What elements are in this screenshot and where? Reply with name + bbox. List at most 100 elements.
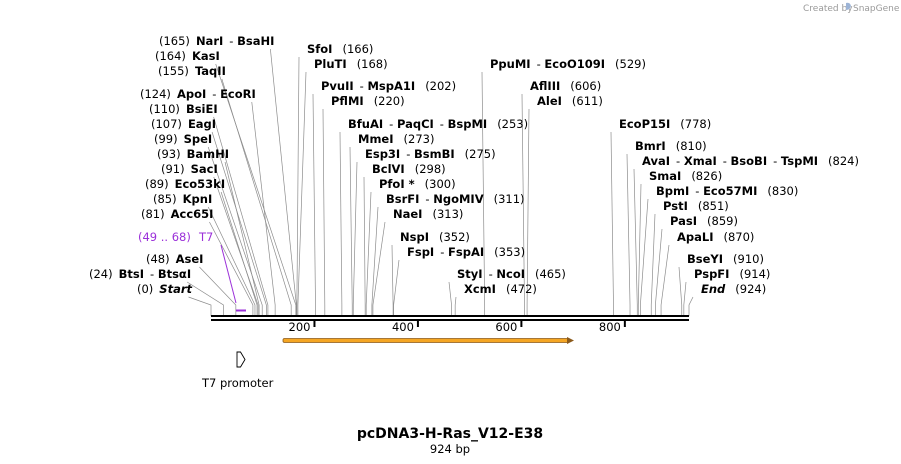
t7-label: T7 xyxy=(198,230,213,244)
site-leader xyxy=(349,146,353,316)
site-position: (124) xyxy=(140,87,171,101)
site-label[interactable]: (93) BamHI xyxy=(157,147,229,161)
enzyme-name: AleI xyxy=(537,94,562,108)
site-label[interactable]: PflMI (220) xyxy=(331,94,405,108)
site-leader xyxy=(207,146,263,316)
enzyme-name: XcmI xyxy=(464,282,496,296)
site-label[interactable]: BclVI (298) xyxy=(372,162,446,176)
site-label[interactable]: (110) BsiEI xyxy=(149,102,218,116)
site-label[interactable]: PluTI (168) xyxy=(314,57,388,71)
site-leader xyxy=(678,266,683,316)
site-label[interactable]: NaeI (313) xyxy=(393,207,463,221)
site-label[interactable]: (107) EagI xyxy=(151,117,216,131)
site-label[interactable]: (91) SacI xyxy=(161,162,218,176)
site-leader xyxy=(521,93,525,316)
enzyme-name: FspI xyxy=(407,245,434,259)
enzyme-name: Start xyxy=(159,282,192,296)
site-label[interactable]: (89) Eco53kI xyxy=(145,177,225,191)
site-label[interactable]: (164) KasI xyxy=(155,49,220,63)
site-label[interactable]: NspI (352) xyxy=(400,230,470,244)
site-label[interactable]: PvuII - MspA1I (202) xyxy=(321,79,456,93)
ruler: 200 400 600 800 xyxy=(289,320,626,334)
site-label[interactable]: SmaI (826) xyxy=(649,169,722,183)
enzyme-name: PspFI xyxy=(694,267,729,281)
site-position: (253) xyxy=(497,117,528,131)
site-label[interactable]: PpuMI - EcoO109I (529) xyxy=(490,57,646,71)
enzyme-name: Acc65I xyxy=(171,207,214,221)
enzyme-name: StyI xyxy=(457,267,483,281)
site-label[interactable]: (124) ApoI - EcoRI xyxy=(140,87,256,101)
site-label[interactable]: BseYI (910) xyxy=(687,252,764,266)
site-position: (298) xyxy=(415,162,446,176)
site-position: (107) xyxy=(151,117,182,131)
site-label[interactable]: (99) SpeI xyxy=(154,132,212,146)
site-label[interactable]: (155) TaqII xyxy=(158,64,226,78)
enzyme-name: SpeI xyxy=(184,132,213,146)
site-label[interactable]: AvaI - XmaI - BsoBI - TspMI (824) xyxy=(642,154,859,168)
site-label[interactable]: End (924) xyxy=(701,282,766,296)
enzyme-name: EcoP15I xyxy=(619,117,670,131)
site-leader xyxy=(637,183,642,316)
site-leader xyxy=(209,221,254,316)
site-label[interactable]: PfoI * (300) xyxy=(379,177,456,191)
site-position: (166) xyxy=(342,42,373,56)
site-label[interactable]: EcoP15I (778) xyxy=(619,117,711,131)
enzyme-name: SacI xyxy=(191,162,218,176)
site-label[interactable]: (0) Start xyxy=(137,282,193,296)
site-label[interactable]: (24) BtsI - BtsαI xyxy=(89,267,191,281)
site-label[interactable]: (81) Acc65I xyxy=(141,207,213,221)
site-position: (155) xyxy=(158,64,189,78)
sequence-title: pcDNA3-H-Ras_V12-E38 xyxy=(357,426,543,442)
site-leader xyxy=(224,161,260,316)
site-position: (313) xyxy=(432,207,463,221)
site-leader xyxy=(372,221,386,316)
site-position: (91) xyxy=(161,162,185,176)
credit-brand: SnapGene xyxy=(853,4,900,14)
site-leader xyxy=(297,71,307,316)
t7-promoter-feature[interactable]: T7 promoter xyxy=(201,351,274,390)
site-label[interactable]: (165) NarI - BsaHI xyxy=(159,34,274,48)
site-label[interactable]: (85) KpnI xyxy=(153,192,212,206)
site-label[interactable]: SfoI (166) xyxy=(307,42,373,56)
site-label[interactable]: AleI (611) xyxy=(537,94,603,108)
site-position: (859) xyxy=(707,214,738,228)
site-label[interactable]: BsrFI - NgoMIV (311) xyxy=(386,192,525,206)
enzyme-name: BclVI xyxy=(372,162,405,176)
site-label[interactable]: BfuAI - PaqCI - BspMI (253) xyxy=(348,117,528,131)
snapgene-logo-icon xyxy=(846,2,851,10)
site-label[interactable]: MmeI (273) xyxy=(358,132,434,146)
ruler-tick-label: 200 xyxy=(289,320,311,334)
site-position: (220) xyxy=(374,94,405,108)
site-leader xyxy=(633,168,638,316)
site-position: (48) xyxy=(146,252,170,266)
site-label[interactable]: BpmI - Eco57MI (830) xyxy=(656,184,798,198)
site-label[interactable]: PstI (851) xyxy=(663,199,729,213)
enzyme-name: PpuMI xyxy=(490,57,531,71)
site-label[interactable]: PspFI (914) xyxy=(694,267,770,281)
site-label[interactable]: BmrI (810) xyxy=(635,139,707,153)
site-position: (352) xyxy=(439,230,470,244)
enzyme-name: End xyxy=(701,282,726,296)
site-position: (311) xyxy=(494,192,525,206)
site-labels: (165) NarI - BsaHI(164) KasI(155) TaqII (124)… xyxy=(89,34,859,296)
site-position: (85) xyxy=(153,192,177,206)
enzyme-name: PasI xyxy=(670,214,697,228)
site-leader xyxy=(211,131,267,316)
orf-arrow[interactable] xyxy=(282,337,574,344)
site-label[interactable]: StyI - NcoI (465) xyxy=(457,267,566,281)
site-label[interactable]: XcmI (472) xyxy=(464,282,537,296)
site-leader xyxy=(339,131,343,316)
site-label[interactable]: Esp3I - BsmBI (275) xyxy=(365,147,496,161)
site-label[interactable]: FspI - FspAI (353) xyxy=(407,245,525,259)
enzyme-name: Eco53kI xyxy=(175,177,226,191)
credit-text: Created by xyxy=(803,4,853,14)
site-position: (168) xyxy=(357,57,388,71)
site-label[interactable]: (48) AseI xyxy=(146,252,203,266)
site-label[interactable]: AflIII (606) xyxy=(530,79,601,93)
site-label[interactable]: ApaLI (870) xyxy=(677,230,754,244)
site-leader xyxy=(481,71,486,316)
site-label[interactable]: PasI (859) xyxy=(670,214,738,228)
site-leader xyxy=(371,206,379,316)
t7-feature[interactable]: (49 .. 68) T7 xyxy=(138,230,246,312)
